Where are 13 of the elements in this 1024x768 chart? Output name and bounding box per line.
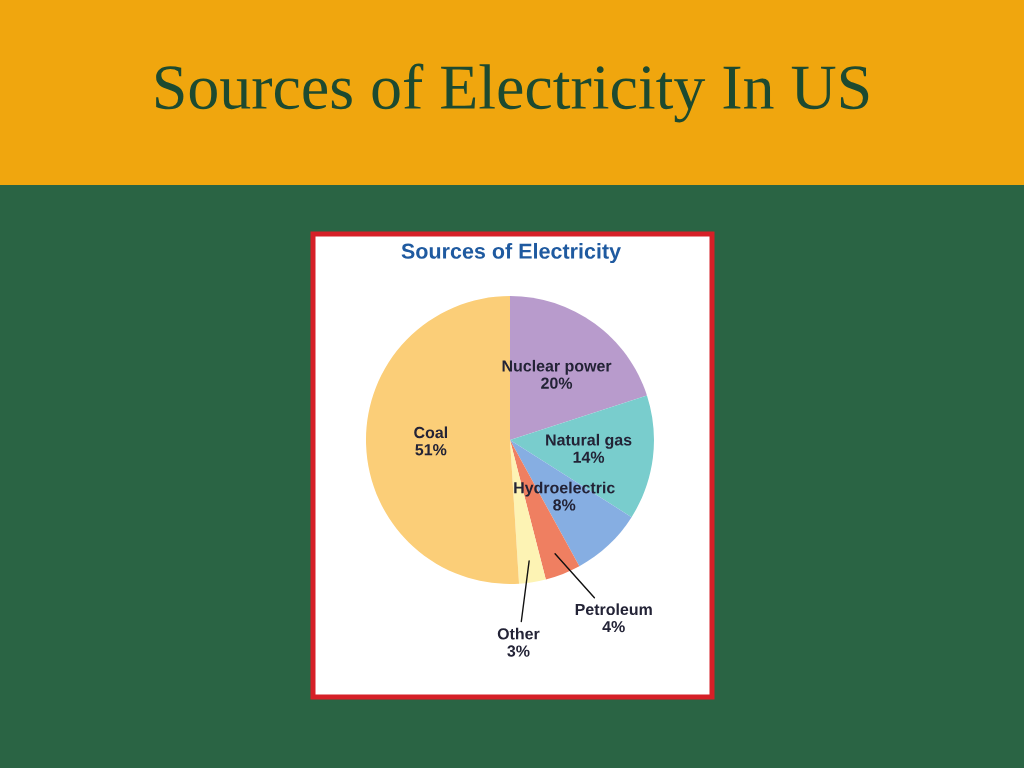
slice-label: Petroleum [575, 603, 652, 616]
chart-title: Sources of Electricity In US [156, 63, 869, 123]
data-label: 4% [602, 621, 625, 633]
slice-label: Other [497, 627, 540, 640]
data-label: 20% [541, 377, 573, 389]
pie-slice [510, 395, 654, 518]
data-label: 14% [573, 451, 605, 463]
chart-subtitle: Sources of Electricity [401, 242, 621, 264]
data-label: 8% [553, 499, 576, 511]
slice-label: Coal [414, 426, 448, 439]
data-label: 3% [507, 645, 530, 657]
data-label: 51% [415, 444, 447, 456]
slice-label: Natural gas [546, 433, 632, 449]
